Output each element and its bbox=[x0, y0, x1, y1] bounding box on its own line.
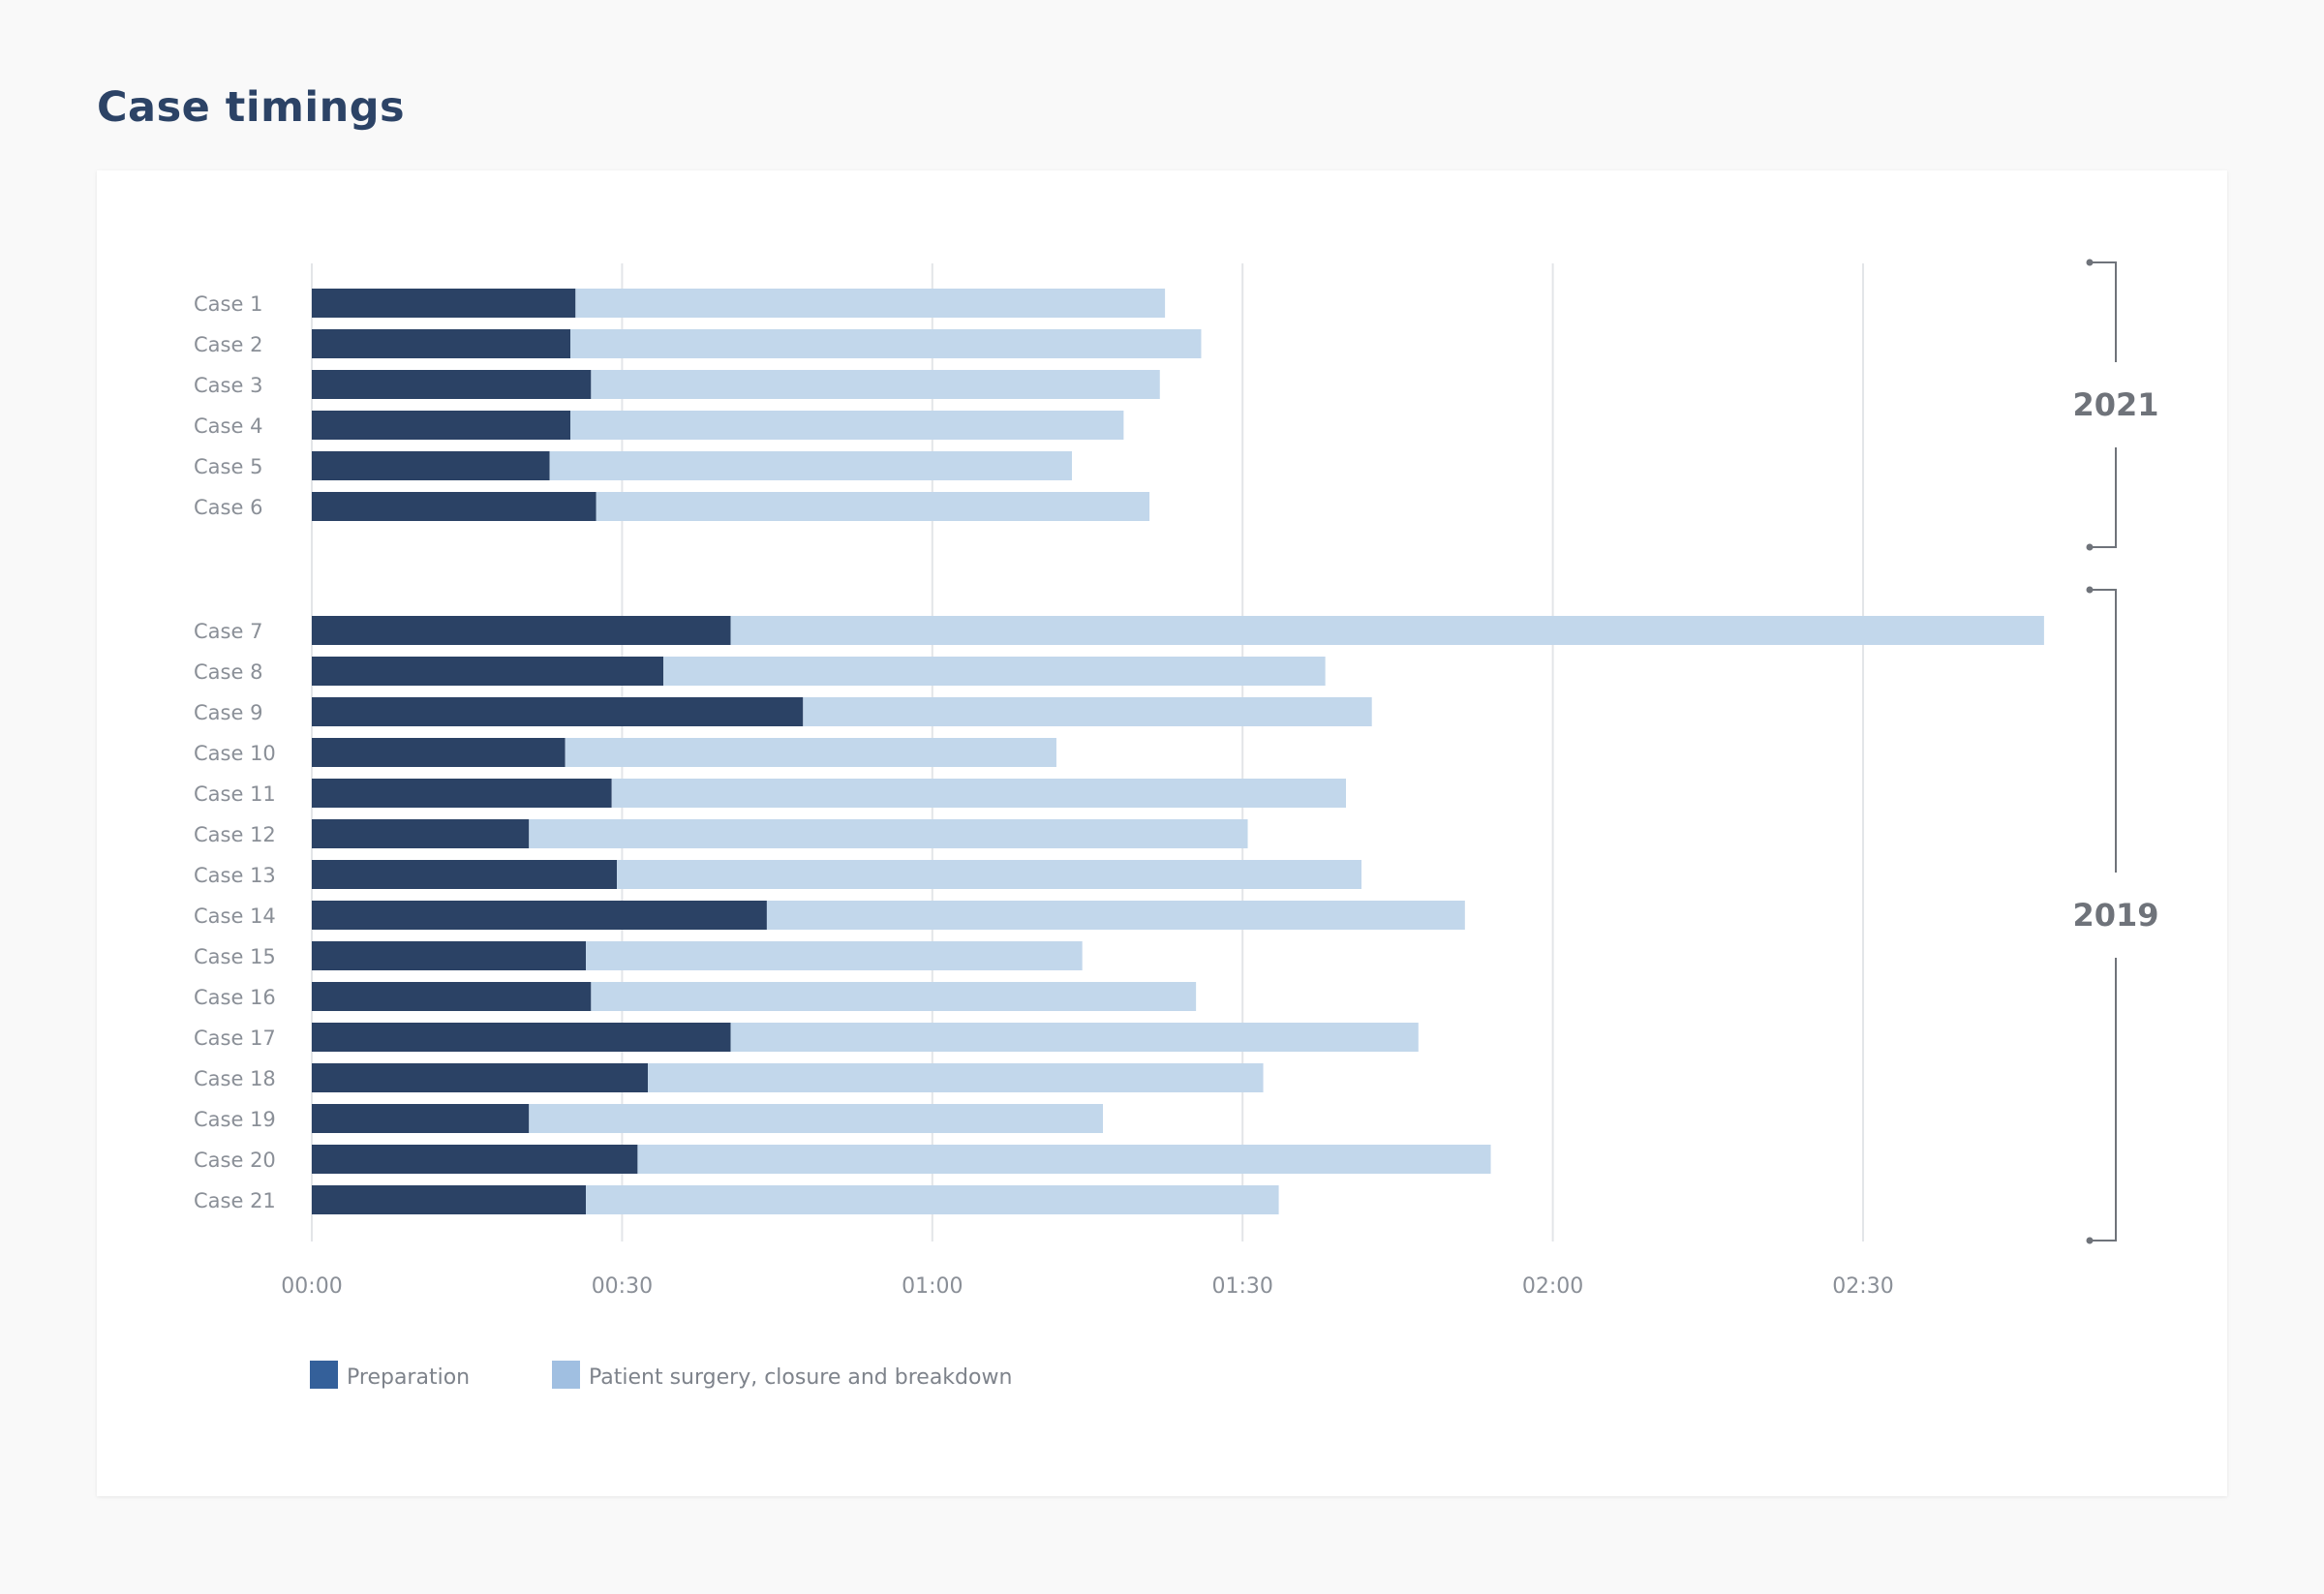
x-tick-label: 01:00 bbox=[902, 1274, 963, 1299]
category-label: Case 14 bbox=[194, 904, 276, 928]
bar-surgery bbox=[730, 616, 2044, 645]
bar-preparation bbox=[312, 941, 587, 970]
bar-preparation bbox=[312, 329, 570, 358]
category-label: Case 8 bbox=[194, 660, 262, 684]
bar-surgery bbox=[591, 982, 1197, 1011]
group-label: 2021 bbox=[2072, 386, 2158, 423]
x-tick-label: 02:30 bbox=[1832, 1274, 1893, 1299]
bar-preparation bbox=[312, 370, 592, 399]
category-label: Case 1 bbox=[194, 292, 262, 316]
bar-preparation bbox=[312, 901, 767, 930]
bar-surgery bbox=[570, 411, 1124, 440]
year-group-brackets: 2021 2019 bbox=[2072, 259, 2159, 1244]
bar-preparation bbox=[312, 982, 592, 1011]
category-label: Case 12 bbox=[194, 823, 276, 846]
bar-surgery bbox=[575, 289, 1166, 318]
x-tick-label: 01:30 bbox=[1211, 1274, 1272, 1299]
bar-preparation bbox=[312, 1185, 587, 1214]
bracket-top bbox=[2090, 589, 2117, 873]
category-label: Case 10 bbox=[194, 742, 276, 765]
bar-preparation bbox=[312, 492, 596, 521]
bar-preparation bbox=[312, 697, 804, 726]
category-label: Case 21 bbox=[194, 1189, 276, 1212]
legend-swatch[interactable] bbox=[552, 1361, 580, 1389]
bar-preparation bbox=[312, 738, 566, 767]
bar-surgery bbox=[586, 1185, 1279, 1214]
x-tick-label: 02:00 bbox=[1522, 1274, 1583, 1299]
category-labels: Case 1 Case 2 Case 3 Case 4 Case 5 Case 6 Case… bbox=[194, 292, 276, 1212]
category-label: Case 4 bbox=[194, 414, 262, 438]
category-label: Case 7 bbox=[194, 620, 262, 643]
bar-surgery bbox=[611, 779, 1346, 808]
category-label: Case 15 bbox=[194, 945, 276, 968]
category-label: Case 19 bbox=[194, 1108, 276, 1131]
bracket-dot bbox=[2086, 543, 2094, 551]
bracket-dot bbox=[2086, 586, 2094, 594]
bars bbox=[312, 289, 2044, 1214]
category-label: Case 18 bbox=[194, 1067, 276, 1090]
group-label: 2019 bbox=[2072, 897, 2158, 934]
bar-preparation bbox=[312, 1104, 530, 1133]
category-label: Case 5 bbox=[194, 455, 262, 478]
category-label: Case 16 bbox=[194, 986, 276, 1009]
x-tick-label: 00:30 bbox=[592, 1274, 653, 1299]
bar-preparation bbox=[312, 819, 530, 848]
bar-surgery bbox=[663, 657, 1326, 686]
bar-preparation bbox=[312, 1063, 649, 1092]
bar-surgery bbox=[570, 329, 1202, 358]
bar-preparation bbox=[312, 451, 550, 480]
x-tick-label: 00:00 bbox=[281, 1274, 342, 1299]
bar-surgery bbox=[596, 492, 1150, 521]
bar-surgery bbox=[591, 370, 1160, 399]
page-title: Case timings bbox=[97, 83, 406, 132]
bar-surgery bbox=[637, 1145, 1491, 1174]
bar-preparation bbox=[312, 1023, 731, 1052]
bar-surgery bbox=[730, 1023, 1419, 1052]
bracket-top bbox=[2090, 261, 2117, 362]
x-axis-ticks: 00:00 00:30 01:00 01:30 02:00 02:30 bbox=[281, 1274, 1893, 1299]
bar-surgery bbox=[565, 738, 1056, 767]
bracket-bottom bbox=[2090, 958, 2117, 1241]
bar-preparation bbox=[312, 616, 731, 645]
bracket-dot bbox=[2086, 1237, 2094, 1244]
bar-surgery bbox=[529, 1104, 1104, 1133]
category-label: Case 13 bbox=[194, 864, 276, 887]
bar-preparation bbox=[312, 657, 664, 686]
category-label: Case 6 bbox=[194, 496, 262, 519]
legend-swatch[interactable] bbox=[310, 1361, 338, 1389]
bar-preparation bbox=[312, 779, 612, 808]
bar-preparation bbox=[312, 411, 570, 440]
legend[interactable]: Preparation Patient surgery, closure and … bbox=[310, 1361, 1012, 1390]
bar-preparation bbox=[312, 1145, 638, 1174]
bar-surgery bbox=[549, 451, 1072, 480]
bar-surgery bbox=[586, 941, 1083, 970]
bracket-dot bbox=[2086, 259, 2094, 266]
category-label: Case 9 bbox=[194, 701, 262, 724]
legend-label[interactable]: Patient surgery, closure and breakdown bbox=[589, 1365, 1012, 1390]
category-label: Case 2 bbox=[194, 333, 262, 356]
bar-surgery bbox=[529, 819, 1248, 848]
bar-surgery bbox=[617, 860, 1362, 889]
legend-label[interactable]: Preparation bbox=[347, 1365, 470, 1390]
category-label: Case 20 bbox=[194, 1149, 276, 1172]
bar-surgery bbox=[766, 901, 1465, 930]
bar-preparation bbox=[312, 289, 576, 318]
bar-surgery bbox=[803, 697, 1372, 726]
category-label: Case 3 bbox=[194, 374, 262, 397]
bar-surgery bbox=[648, 1063, 1264, 1092]
category-label: Case 17 bbox=[194, 1027, 276, 1050]
bar-preparation bbox=[312, 860, 618, 889]
category-label: Case 11 bbox=[194, 782, 276, 806]
bracket-bottom bbox=[2090, 447, 2117, 548]
